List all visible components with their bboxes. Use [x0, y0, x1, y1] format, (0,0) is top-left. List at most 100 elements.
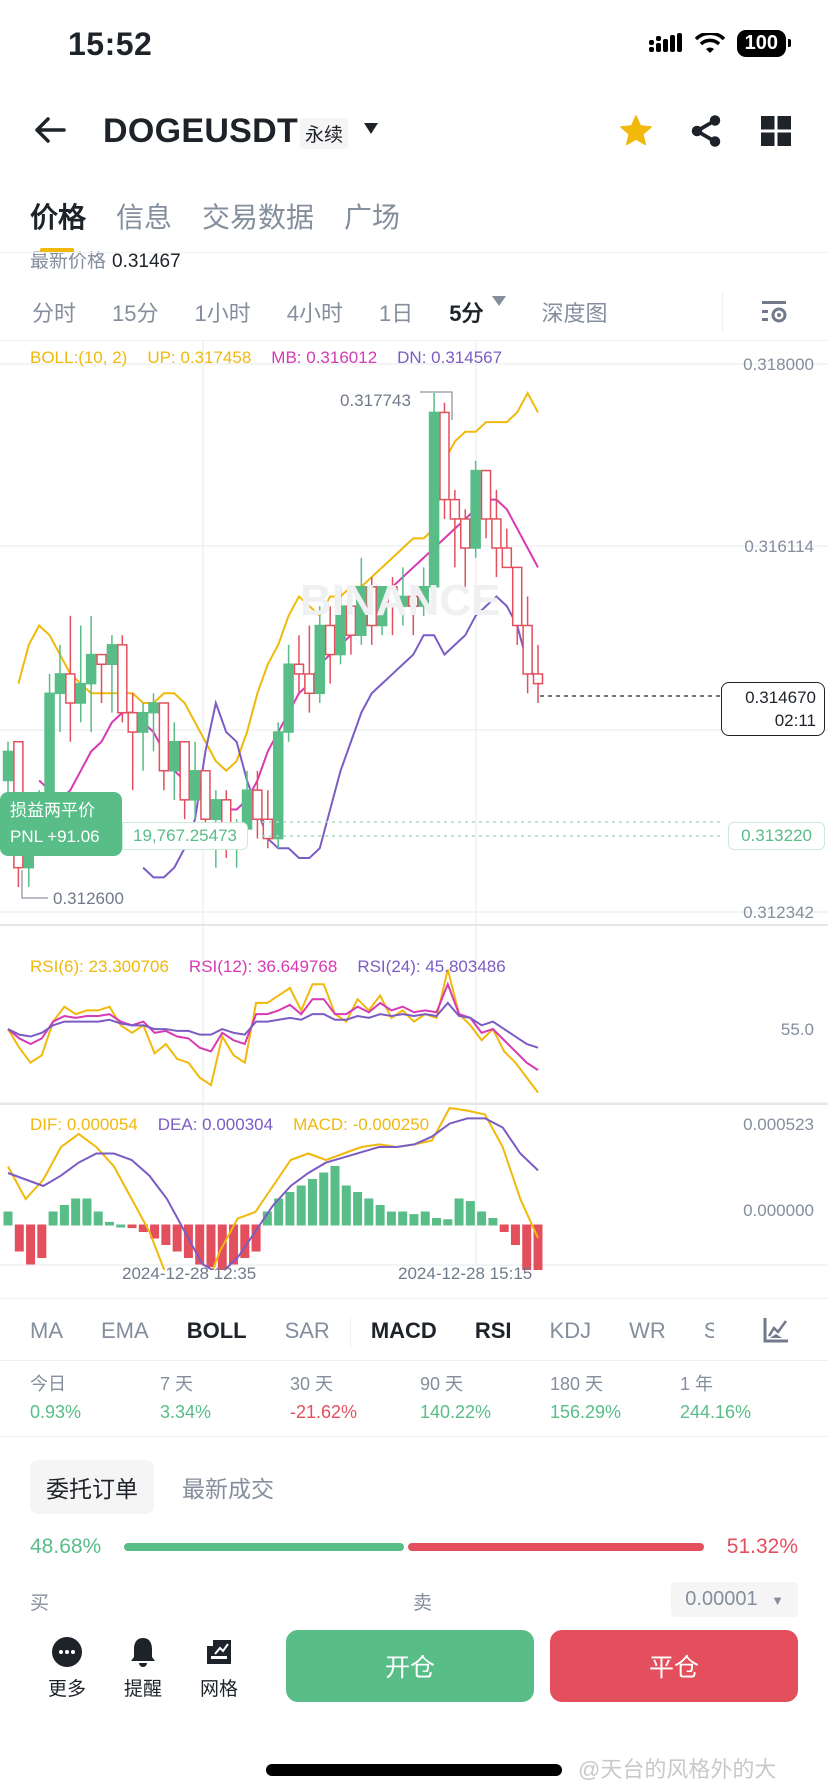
tab-square[interactable]: 广场 [344, 202, 401, 233]
more-button[interactable]: 更多 [48, 1636, 86, 1701]
favorite-star-icon[interactable] [618, 113, 654, 149]
main-tabs: 价格 信息 交易数据 广场 [30, 196, 400, 236]
low-price-annotation: 0.312600 [53, 889, 124, 908]
interval-15m[interactable]: 15分 [112, 301, 159, 326]
indicator-divider [0, 1360, 828, 1361]
status-time: 15:52 [68, 26, 153, 62]
stat-7d: 7 天 3.34% [160, 1370, 290, 1423]
precision-caret-icon: ▼ [771, 1593, 784, 1608]
rsi-axis-label: 55.0 [780, 1020, 814, 1039]
perpetual-badge: 永续 [300, 118, 349, 149]
high-price-annotation: 0.317743 [340, 391, 411, 410]
indicator-macd[interactable]: MACD [370, 1318, 437, 1343]
stat-today: 今日 0.93% [30, 1370, 160, 1423]
close-position-button[interactable]: 平仓 [550, 1630, 798, 1702]
tabs-divider [0, 252, 828, 253]
symbol-title[interactable]: DOGEUSDT [103, 112, 299, 150]
grid-trading-icon [207, 1640, 232, 1664]
precision-select[interactable]: 0.00001 ▼ [671, 1582, 798, 1617]
grid-label: 网格 [200, 1679, 239, 1700]
indicator-sar[interactable]: SAR [284, 1318, 330, 1343]
time-axis-label-2: 2024-12-28 15:15 [398, 1264, 533, 1283]
price-axis-mid: 0.316114 [744, 537, 814, 556]
candle-countdown: 02:11 [774, 711, 816, 730]
home-indicator [266, 1764, 562, 1776]
indicator-rsi[interactable]: RSI [474, 1318, 512, 1343]
sell-ratio: 51.32% [726, 1535, 798, 1558]
buy-ratio: 48.68% [30, 1535, 102, 1558]
stat-label: 今日 [30, 1374, 66, 1394]
depth-chart-tab[interactable]: 深度图 [541, 301, 608, 326]
buy-sell-ratio: 48.68% 51.32% [30, 1535, 798, 1559]
interval-1d[interactable]: 1日 [379, 301, 414, 326]
stat-value: 156.29% [550, 1402, 622, 1422]
stats-divider [0, 1436, 828, 1437]
more-icon [52, 1637, 82, 1667]
current-price-tag: 0.314670 02:11 [721, 682, 825, 736]
dea-value: DEA: 0.000304 [157, 1115, 274, 1134]
wifi-icon [694, 32, 725, 53]
entry-price-tag: 0.313220 [728, 822, 825, 850]
indicator-s-truncated[interactable]: S [703, 1318, 714, 1343]
rsi6-value: RSI(6): 23.300706 [30, 957, 169, 976]
indicator-kdj[interactable]: KDJ [549, 1318, 592, 1343]
interval-4h[interactable]: 4小时 [286, 301, 343, 326]
interval-5m-selected[interactable]: 5分 [449, 301, 484, 326]
stat-label: 7 天 [160, 1374, 194, 1394]
time-axis-label-1: 2024-12-28 12:35 [122, 1264, 257, 1283]
stat-value: 3.34% [160, 1402, 212, 1422]
stat-180d: 180 天 156.29% [550, 1370, 680, 1423]
latest-price-value: 0.31467 [112, 251, 181, 272]
interval-1h[interactable]: 1小时 [194, 301, 251, 326]
status-icons: 100 [648, 30, 792, 57]
chart-settings-icon[interactable] [758, 296, 790, 328]
stat-1y: 1 年 244.16% [680, 1370, 810, 1423]
indicator-boll[interactable]: BOLL [186, 1318, 247, 1343]
sell-ratio-bar [408, 1543, 704, 1551]
performance-stats: 今日 0.93% 7 天 3.34% 30 天 -21.62% 90 天 140.22%… [30, 1370, 810, 1423]
tab-recent-trades[interactable]: 最新成交 [182, 1476, 274, 1502]
buy-label: 买 [30, 1593, 50, 1614]
price-axis-top: 0.318000 [743, 355, 814, 374]
symbol-dropdown-caret-icon[interactable] [364, 123, 378, 134]
interval-separator [722, 292, 723, 332]
indicator-ema[interactable]: EMA [101, 1318, 149, 1343]
kline-chart[interactable]: BINANCE [0, 340, 828, 1270]
current-price-value: 0.314670 [745, 688, 816, 707]
pnl-value: PNL +91.06 [10, 827, 100, 846]
buy-ratio-bar [124, 1543, 405, 1551]
stat-label: 180 天 [550, 1374, 604, 1394]
interval-dropdown-caret-icon[interactable] [491, 296, 506, 306]
macd-axis-zero: 0.000000 [743, 1201, 814, 1220]
indicator-ma[interactable]: MA [30, 1318, 63, 1343]
orderbook-tabs: 委托订单 最新成交 [30, 1460, 290, 1514]
grid-layout-icon[interactable] [758, 113, 794, 149]
battery-icon: 100 [736, 30, 792, 57]
alert-label: 提醒 [124, 1679, 163, 1700]
open-position-button[interactable]: 开仓 [286, 1630, 534, 1702]
back-arrow-icon[interactable] [30, 110, 70, 150]
stat-label: 30 天 [290, 1374, 334, 1394]
active-tab-indicator [40, 248, 74, 253]
macd-value: MACD: -0.000250 [293, 1115, 430, 1134]
more-label: 更多 [48, 1679, 87, 1700]
sell-label: 卖 [413, 1593, 433, 1614]
grid-bot-button[interactable]: 网格 [200, 1636, 238, 1701]
breakeven-pnl-tag[interactable]: 损益两平价 PNL +91.06 [0, 792, 122, 856]
rsi-legend: RSI(6): 23.300706 RSI(12): 36.649768 RSI… [30, 957, 506, 977]
bottom-actions: 更多 提醒 网格 [48, 1636, 238, 1701]
interval-line[interactable]: 分时 [32, 301, 77, 326]
interval-selector: 分时 15分 1小时 4小时 1日 5分 深度图 [32, 296, 644, 328]
alert-button[interactable]: 提醒 [124, 1636, 162, 1701]
share-icon[interactable] [688, 113, 724, 149]
boll-params: BOLL:(10, 2) [30, 348, 128, 367]
bell-icon [131, 1638, 156, 1667]
stat-value: 244.16% [680, 1402, 752, 1422]
tab-trading-data[interactable]: 交易数据 [202, 202, 315, 233]
tab-order-book[interactable]: 委托订单 [30, 1460, 154, 1514]
stat-90d: 90 天 140.22% [420, 1370, 550, 1423]
indicator-wr[interactable]: WR [629, 1318, 666, 1343]
tab-price[interactable]: 价格 [30, 202, 87, 233]
indicator-settings-icon[interactable] [762, 1316, 790, 1344]
tab-info[interactable]: 信息 [116, 202, 173, 233]
